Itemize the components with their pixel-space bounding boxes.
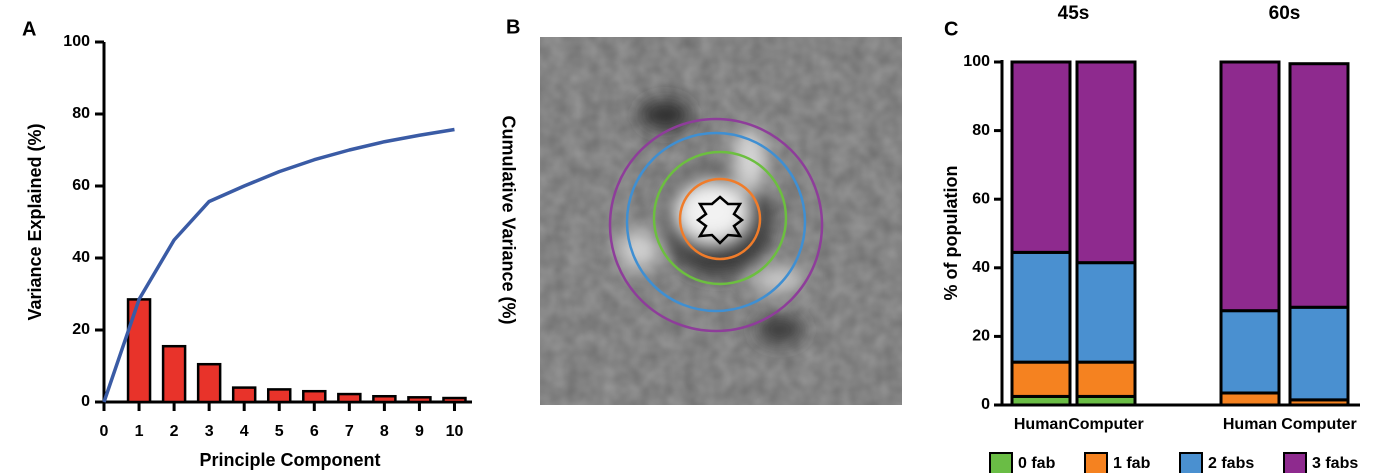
x-tick-label: Computer [1281, 416, 1357, 433]
bar [198, 364, 220, 402]
x-tick-label: 4 [240, 423, 249, 440]
legend-label: 2 fabs [1208, 455, 1254, 472]
panel-letter: B [506, 16, 520, 38]
legend-swatch [1180, 453, 1202, 473]
x-tick-label: 3 [205, 423, 214, 440]
page: {"chart_data": [ {"type": "bar_line", "l… [0, 0, 1382, 473]
bar-segment [1012, 62, 1070, 252]
x-tick-label: 1 [135, 423, 144, 440]
legend-label: 1 fab [1113, 455, 1151, 472]
x-tick-label: Computer [1068, 416, 1144, 433]
y-axis-title: Variance Explained (%) [25, 123, 45, 320]
y2-axis-title: Cumulative Variance (%) [498, 115, 518, 324]
x-tick-label: 10 [446, 423, 464, 440]
y-tick-label: 80 [72, 105, 90, 122]
y-tick-label: 40 [972, 259, 990, 276]
cumulative-line [104, 129, 454, 402]
bar [373, 396, 395, 402]
y-tick-label: 100 [963, 53, 990, 70]
legend-swatch [1284, 453, 1306, 473]
x-tick-label: 7 [345, 423, 354, 440]
y-tick-label: 60 [972, 190, 990, 207]
x-tick-label: 5 [275, 423, 284, 440]
legend-swatch [990, 453, 1012, 473]
x-tick-label: 9 [415, 423, 424, 440]
bar [303, 391, 325, 402]
bar [128, 299, 150, 402]
group-label: 45s [1058, 3, 1090, 24]
y-tick-label: 60 [72, 177, 90, 194]
bar [233, 388, 255, 402]
y-tick-label: 0 [81, 393, 90, 410]
y-tick-label: 20 [72, 321, 90, 338]
bar [163, 346, 185, 402]
y-tick-label: 40 [72, 249, 90, 266]
bar-segment [1290, 64, 1348, 308]
bar-segment [1077, 362, 1135, 396]
bar-segment [1077, 62, 1135, 263]
panel-letter: A [22, 18, 36, 40]
bar-segment [1012, 362, 1070, 396]
legend-swatch [1085, 453, 1107, 473]
x-tick-label: 6 [310, 423, 319, 440]
bar-segment [1221, 62, 1279, 311]
y-tick-label: 80 [972, 122, 990, 139]
bar [338, 394, 360, 402]
micrograph [540, 37, 902, 405]
bar [268, 389, 290, 402]
x-tick-label: 2 [170, 423, 179, 440]
y-tick-label: 100 [63, 33, 90, 50]
bar [443, 398, 465, 402]
y-axis-title: % of population [941, 166, 961, 301]
bar-segment [1290, 307, 1348, 400]
y-tick-label: 20 [972, 328, 990, 345]
x-axis-title: Principle Component [199, 450, 380, 470]
bar-segment [1221, 311, 1279, 393]
figure: A 0 20 40 60 80 100 0 1 2 3 4 5 6 7 8 9 10 Principle Compo… [0, 0, 1382, 473]
bar-segment [1012, 252, 1070, 362]
bar-segment [1221, 393, 1279, 405]
group-label: 60s [1269, 3, 1301, 24]
bar-segment [1077, 263, 1135, 362]
panel-letter: C [944, 18, 958, 40]
y-tick-label: 0 [981, 396, 990, 413]
x-tick-label: Human [1223, 416, 1277, 433]
bar [408, 397, 430, 402]
x-tick-label: 8 [380, 423, 389, 440]
x-tick-label: 0 [100, 423, 109, 440]
legend-label: 3 fabs [1312, 455, 1358, 472]
x-tick-label: Human [1014, 416, 1068, 433]
legend-label: 0 fab [1018, 455, 1056, 472]
